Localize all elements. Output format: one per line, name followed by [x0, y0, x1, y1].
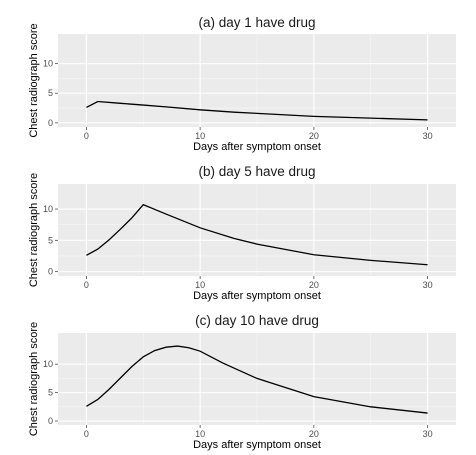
series-line-c — [86, 345, 428, 414]
y-tick-label-c: 0 — [48, 416, 53, 426]
y-tick-label-c: 5 — [48, 388, 53, 398]
series-line-a — [86, 100, 428, 121]
x-tick-label-a: 20 — [309, 131, 319, 141]
x-axis-title-b: Days after symptom onset — [193, 290, 321, 302]
x-tick-label-a: 10 — [195, 131, 205, 141]
x-tick-label-c: 0 — [84, 429, 89, 439]
y-axis-title-c: Chest radiograph score — [28, 322, 40, 436]
x-axis-title-a: Days after symptom onset — [193, 141, 321, 153]
y-tick-label-a: 0 — [48, 118, 53, 128]
x-axis-title-c: Days after symptom onset — [193, 439, 321, 451]
x-tick-label-b: 10 — [195, 280, 205, 290]
y-tick-label-b: 10 — [43, 204, 53, 214]
x-tick-label-b: 0 — [84, 280, 89, 290]
panel-c: 0 10 20 30 0 5 10 (c) day 10 have drug Days afte… — [28, 313, 456, 451]
y-axis-title-a: Chest radiograph score — [28, 23, 40, 137]
y-tick-label-a: 5 — [48, 88, 53, 98]
x-tick-label-a: 30 — [423, 131, 433, 141]
panel-b: 0 10 20 30 0 5 10 (b) day 5 have drug Days after… — [28, 164, 456, 302]
x-tick-label-b: 20 — [309, 280, 319, 290]
y-tick-label-b: 5 — [48, 235, 53, 245]
y-tick-label-b: 0 — [48, 267, 53, 277]
y-tick-label-a: 10 — [43, 59, 53, 69]
x-tick-label-c: 30 — [423, 429, 433, 439]
panel-title-b: (b) day 5 have drug — [198, 164, 315, 179]
x-tick-label-a: 0 — [84, 131, 89, 141]
x-tick-label-c: 10 — [195, 429, 205, 439]
y-tick-label-c: 10 — [43, 359, 53, 369]
series-line-b — [86, 203, 428, 266]
x-tick-label-b: 30 — [423, 280, 433, 290]
panel-title-a: (a) day 1 have drug — [198, 15, 315, 30]
panel-a: 0 10 20 30 0 5 10 (a) day 1 have drug Days after… — [28, 15, 456, 153]
x-tick-label-c: 20 — [309, 429, 319, 439]
panel-title-c: (c) day 10 have drug — [195, 313, 319, 328]
y-axis-title-b: Chest radiograph score — [28, 173, 40, 287]
